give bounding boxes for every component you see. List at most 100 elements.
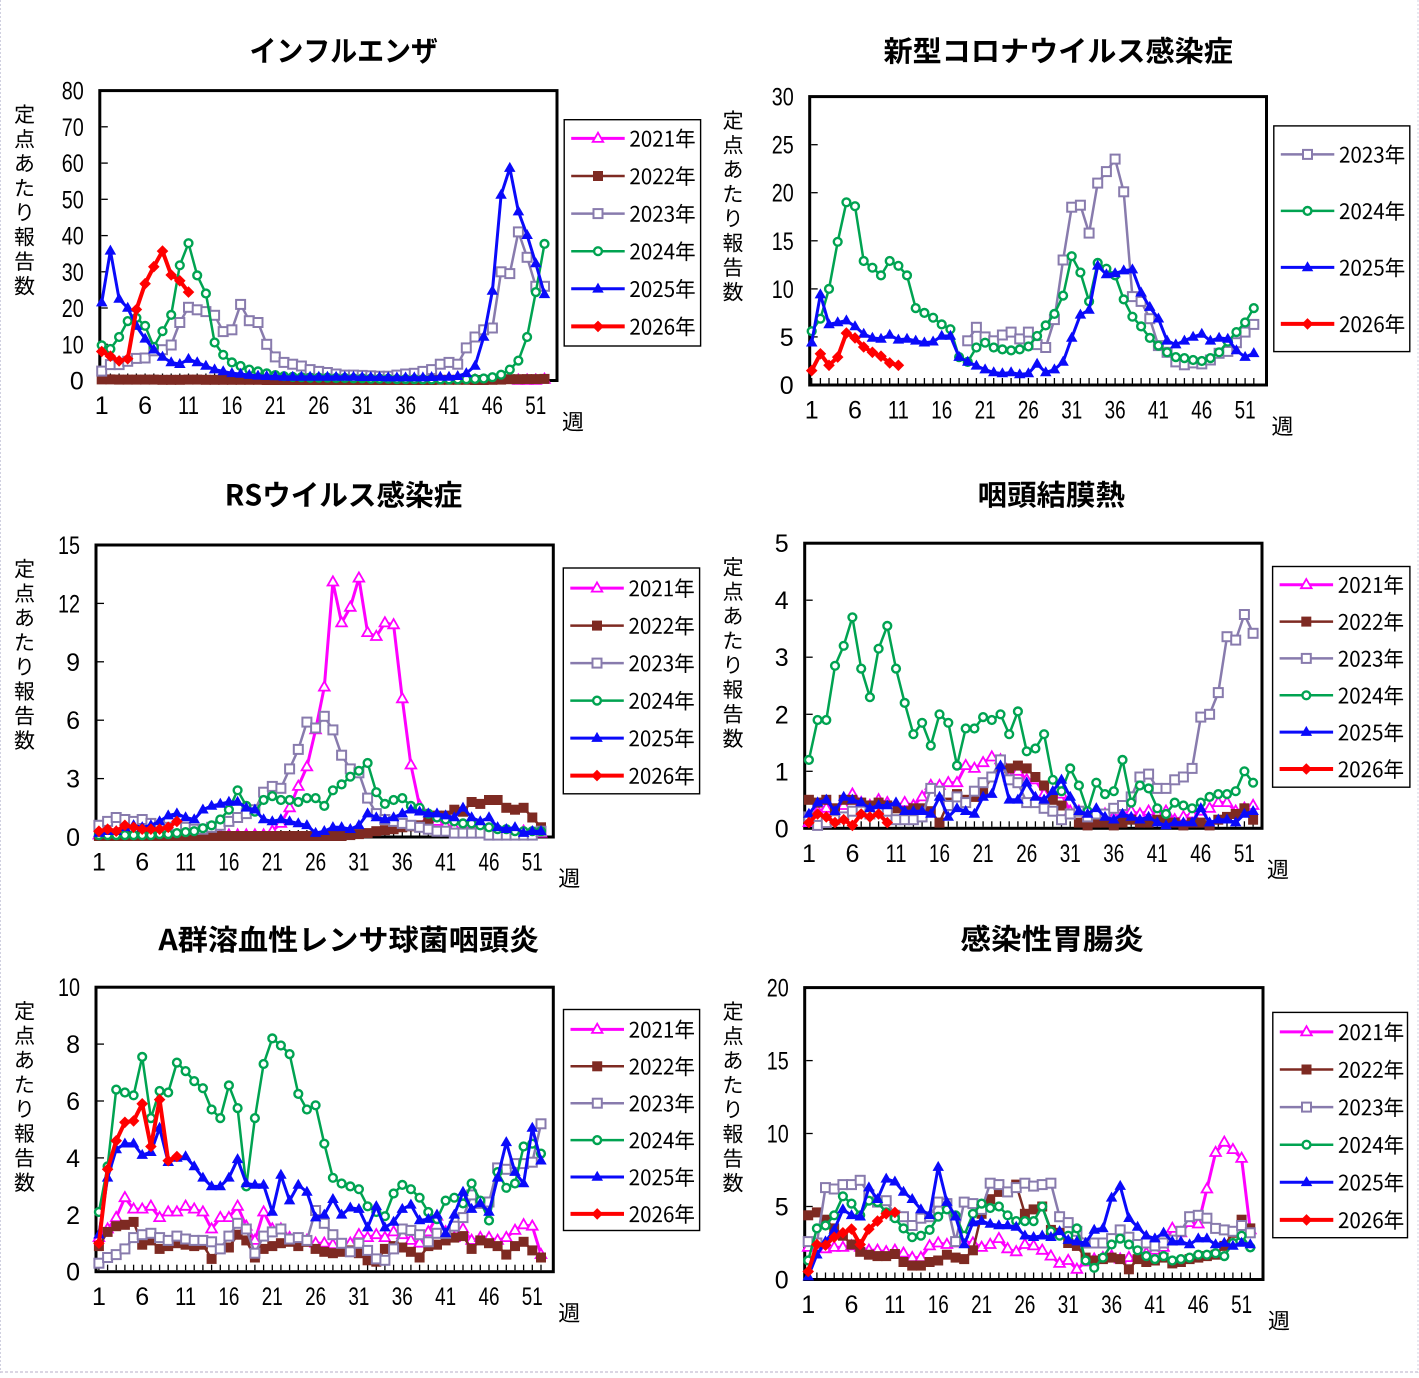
svg-text:11: 11 [175,849,196,877]
svg-text:26: 26 [305,849,326,877]
svg-text:31: 31 [352,392,373,420]
svg-text:1: 1 [95,392,109,420]
svg-text:1: 1 [801,1291,815,1319]
svg-text:26: 26 [308,392,329,420]
svg-text:6: 6 [845,840,859,868]
svg-text:31: 31 [348,1283,369,1311]
svg-text:26: 26 [305,1283,326,1311]
svg-text:46: 46 [1188,1291,1209,1319]
svg-text:26: 26 [1018,397,1039,425]
svg-text:26: 26 [1016,840,1037,868]
svg-text:10: 10 [767,1121,789,1149]
svg-text:46: 46 [482,392,503,420]
svg-text:36: 36 [395,392,416,420]
svg-text:16: 16 [929,840,950,868]
svg-text:4: 4 [775,587,789,615]
svg-text:0: 0 [70,368,84,396]
svg-text:21: 21 [265,392,286,420]
svg-text:10: 10 [58,974,80,1002]
svg-text:31: 31 [1060,840,1081,868]
svg-text:10: 10 [62,331,84,359]
svg-text:1: 1 [92,849,106,877]
svg-text:46: 46 [1191,397,1212,425]
svg-text:0: 0 [775,815,789,843]
svg-text:80: 80 [62,78,84,106]
svg-text:25: 25 [772,132,794,160]
svg-text:2: 2 [66,1202,80,1230]
svg-text:3: 3 [66,766,80,794]
svg-text:11: 11 [886,840,907,868]
svg-text:6: 6 [848,397,862,425]
svg-text:41: 41 [1147,840,1168,868]
svg-text:21: 21 [971,1291,992,1319]
svg-text:21: 21 [262,1283,283,1311]
svg-text:26: 26 [1014,1291,1035,1319]
svg-text:6: 6 [135,849,149,877]
svg-text:41: 41 [435,849,456,877]
svg-text:51: 51 [1234,840,1255,868]
svg-text:40: 40 [62,223,84,251]
svg-text:1: 1 [92,1283,106,1311]
svg-text:9: 9 [66,649,80,677]
svg-text:16: 16 [218,849,239,877]
svg-text:51: 51 [1235,397,1256,425]
svg-text:30: 30 [62,259,84,287]
svg-text:5: 5 [780,324,794,352]
svg-text:31: 31 [1061,397,1082,425]
svg-text:36: 36 [392,849,413,877]
svg-text:21: 21 [975,397,996,425]
svg-text:16: 16 [221,392,242,420]
svg-text:12: 12 [58,590,80,618]
svg-text:51: 51 [1231,1291,1252,1319]
svg-text:41: 41 [439,392,460,420]
svg-text:51: 51 [522,1283,543,1311]
svg-text:15: 15 [58,532,80,560]
svg-text:36: 36 [1101,1291,1122,1319]
svg-text:51: 51 [525,392,546,420]
svg-text:30: 30 [772,84,794,112]
svg-text:5: 5 [775,1194,789,1222]
svg-text:46: 46 [1190,840,1211,868]
svg-text:6: 6 [135,1283,149,1311]
svg-text:10: 10 [772,276,794,304]
svg-text:3: 3 [775,644,789,672]
svg-text:2: 2 [775,701,789,729]
svg-text:50: 50 [62,186,84,214]
svg-text:31: 31 [1058,1291,1079,1319]
svg-text:1: 1 [805,397,819,425]
svg-text:11: 11 [888,397,909,425]
svg-text:70: 70 [62,114,84,142]
svg-text:20: 20 [62,295,84,323]
svg-text:15: 15 [767,1048,789,1076]
svg-text:60: 60 [62,150,84,178]
svg-text:1: 1 [775,758,789,786]
svg-text:16: 16 [931,397,952,425]
svg-text:4: 4 [66,1145,80,1173]
svg-text:1: 1 [802,840,816,868]
svg-text:21: 21 [262,849,283,877]
svg-text:6: 6 [845,1291,859,1319]
svg-text:21: 21 [973,840,994,868]
svg-text:51: 51 [522,849,543,877]
svg-text:6: 6 [138,392,152,420]
svg-text:0: 0 [66,1259,80,1287]
svg-text:11: 11 [884,1291,905,1319]
svg-text:0: 0 [775,1267,789,1295]
svg-text:46: 46 [479,849,500,877]
svg-text:6: 6 [66,707,80,735]
svg-text:16: 16 [218,1283,239,1311]
svg-text:0: 0 [66,824,80,852]
svg-text:11: 11 [175,1283,196,1311]
svg-text:46: 46 [479,1283,500,1311]
svg-text:20: 20 [772,180,794,208]
svg-text:36: 36 [392,1283,413,1311]
svg-text:36: 36 [1103,840,1124,868]
svg-text:15: 15 [772,228,794,256]
svg-text:0: 0 [780,372,794,400]
svg-text:41: 41 [1148,397,1169,425]
svg-text:41: 41 [435,1283,456,1311]
svg-text:11: 11 [178,392,199,420]
svg-text:31: 31 [348,849,369,877]
svg-text:5: 5 [775,530,789,558]
svg-text:41: 41 [1144,1291,1165,1319]
